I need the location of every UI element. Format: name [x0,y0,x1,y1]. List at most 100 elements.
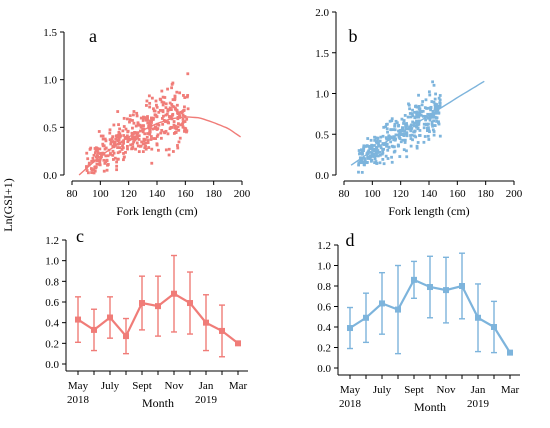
scatter-point [144,147,148,151]
scatter-point [410,127,414,130]
scatter-point [146,139,150,142]
x-tick-label: 2018 [67,394,90,406]
scatter-point [366,155,370,159]
scatter-point [403,138,407,142]
x-tick-label: July [101,380,120,392]
scatter-point [140,124,144,128]
scatter-point [186,94,190,97]
y-tick-label: 0.5 [43,122,57,134]
scatter-point [368,144,371,148]
scatter-point [138,123,142,127]
scatter-point [418,129,422,132]
scatter-point [171,150,175,153]
scatter-point [164,102,168,106]
scatter-point [148,101,152,105]
scatter-point [106,163,110,167]
scatter-point [93,151,97,155]
scatter-point [121,144,124,148]
scatter-point [132,121,136,125]
scatter-point [130,147,134,151]
scatter-point [417,107,421,111]
scatter-point [168,106,172,110]
scatter-point [423,106,427,110]
scatter-point [153,125,157,129]
scatter-point [105,168,109,172]
data-point [427,284,433,291]
y-tick-label: 1.0 [45,256,59,268]
scatter-point [169,125,173,129]
y-tick-label: 0.8 [317,281,331,293]
scatter-point [122,116,126,120]
x-tick-label: 140 [421,188,438,200]
x-tick-label: 2018 [339,398,362,410]
scatter-point [362,146,366,150]
scatter-point [160,129,164,132]
x-tick-label: May [68,380,89,392]
scatter-point [113,143,117,147]
scatter-point [156,133,160,137]
data-point [363,314,369,321]
scatter-point [155,103,158,107]
scatter-point [415,125,418,129]
scatter-point [142,115,145,119]
scatter-point [108,131,112,135]
scatter-point [358,151,362,155]
scatter-point [95,162,99,166]
scatter-point [151,127,155,131]
scatter-point [118,127,122,131]
scatter-point [403,130,407,133]
scatter-point [131,126,134,130]
scatter-point [426,112,430,116]
scatter-point [99,152,102,156]
fit-curve [78,116,241,176]
scatter-point [180,111,184,115]
scatter-point [166,108,170,112]
data-point [203,319,209,326]
y-tick-label: 1.0 [43,75,57,87]
scatter-point [181,113,185,117]
scatter-point [171,81,175,85]
scatter-point [155,135,159,138]
scatter-point [379,135,383,139]
scatter-point [118,132,122,136]
scatter-point [389,128,393,132]
scatter-point [427,128,431,132]
scatter-point [101,142,105,146]
y-tick-label: 0.5 [315,129,329,141]
scatter-point [357,163,360,167]
scatter-point [420,110,423,113]
scatter-point [87,161,91,165]
scatter-point [184,127,188,131]
data-point [379,300,385,307]
scatter-point [141,130,145,134]
y-tick-label: 0.0 [43,170,57,182]
scatter-point [426,116,430,120]
scatter-point [173,131,177,134]
scatter-point [148,119,152,123]
scatter-point [146,115,149,118]
scatter-point [417,115,421,119]
scatter-point [104,146,108,150]
scatter-point [409,144,413,148]
scatter-point [153,127,157,130]
scatter-point [386,148,390,152]
scatter-point [389,135,393,139]
x-tick-label: 160 [449,188,466,200]
scatter-point [373,155,377,159]
scatter-point [141,124,145,128]
x-tick-label: 200 [506,188,523,200]
scatter-point [437,96,441,100]
scatter-point [381,148,385,152]
scatter-point [394,119,398,123]
scatter-point [126,140,130,144]
x-tick-label: Mar [501,384,520,396]
panel-label: d [346,230,355,250]
scatter-point [433,102,437,106]
scatter-point [143,132,147,136]
scatter-point [177,140,181,144]
y-tick-label: 1.2 [45,235,59,247]
scatter-point [115,134,119,138]
x-tick-label: 2019 [467,398,490,410]
scatter-point [367,149,371,153]
scatter-point [162,130,166,134]
